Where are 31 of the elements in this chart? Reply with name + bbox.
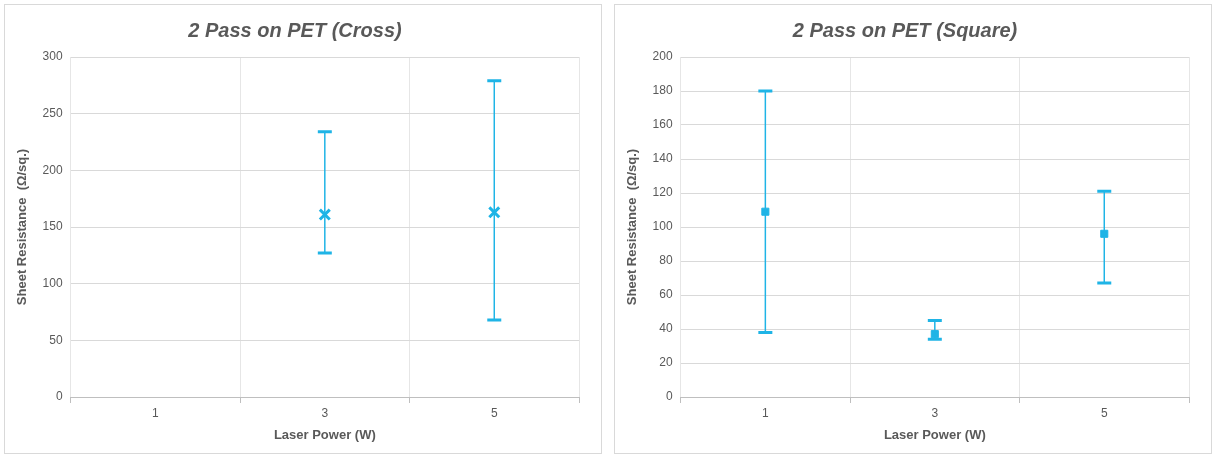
y-tick-label: 100 bbox=[42, 275, 63, 290]
y-tick-label: 120 bbox=[652, 185, 673, 200]
y-tick-label: 0 bbox=[55, 389, 63, 404]
y-tick-label: 160 bbox=[652, 117, 673, 132]
y-axis-title: Sheet Resistance (Ω/sq.) bbox=[624, 148, 640, 306]
x-axis-title: Laser Power (W) bbox=[273, 426, 376, 442]
y-tick-label: 150 bbox=[42, 219, 63, 234]
y-tick-label: 40 bbox=[659, 321, 673, 336]
y-tick-label: 20 bbox=[659, 355, 673, 370]
x-tick-label: 3 bbox=[931, 405, 939, 420]
y-tick-label: 100 bbox=[652, 219, 673, 234]
x-tick-label: 3 bbox=[321, 405, 329, 420]
y-tick-label: 300 bbox=[42, 49, 63, 64]
y-axis-title: Sheet Resistance (Ω/sq.) bbox=[14, 148, 30, 306]
x-axis-title: Laser Power (W) bbox=[883, 426, 986, 442]
x-tick-label: 1 bbox=[762, 405, 770, 420]
chart-title: 2 Pass on PET (Cross) bbox=[187, 18, 403, 41]
chart-title: 2 Pass on PET (Square) bbox=[791, 18, 1018, 41]
y-tick-label: 140 bbox=[652, 151, 673, 166]
y-tick-label: 60 bbox=[659, 287, 673, 302]
x-tick-label: 5 bbox=[490, 405, 498, 420]
y-tick-label: 50 bbox=[49, 332, 63, 347]
x-tick-label: 1 bbox=[152, 405, 160, 420]
point bbox=[761, 207, 770, 216]
x-tick-label: 5 bbox=[1100, 405, 1108, 420]
y-tick-label: 200 bbox=[42, 162, 63, 177]
y-tick-label: 250 bbox=[42, 105, 63, 120]
y-tick-label: 180 bbox=[652, 83, 673, 98]
y-tick-label: 80 bbox=[659, 253, 673, 268]
y-tick-label: 200 bbox=[652, 49, 673, 64]
y-tick-label: 0 bbox=[665, 389, 673, 404]
